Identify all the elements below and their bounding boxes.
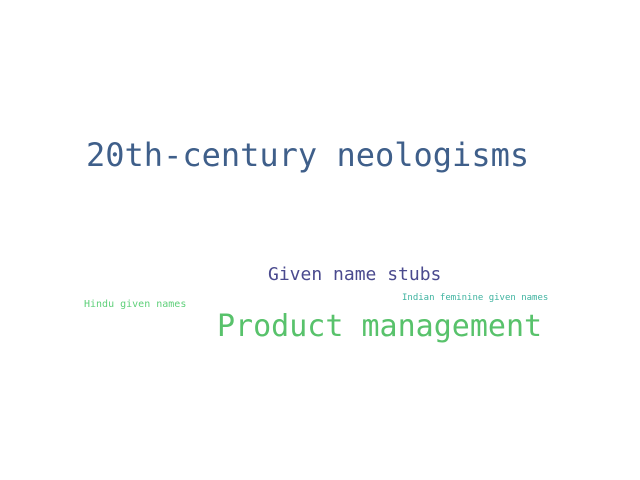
word-cloud-term: Given name stubs [268, 264, 442, 285]
word-cloud-term: 20th-century neologisms [86, 136, 530, 174]
word-cloud-term: Indian feminine given names [402, 293, 549, 303]
word-cloud-term: Hindu given names [84, 299, 187, 310]
word-cloud-term: Product management [217, 309, 543, 344]
